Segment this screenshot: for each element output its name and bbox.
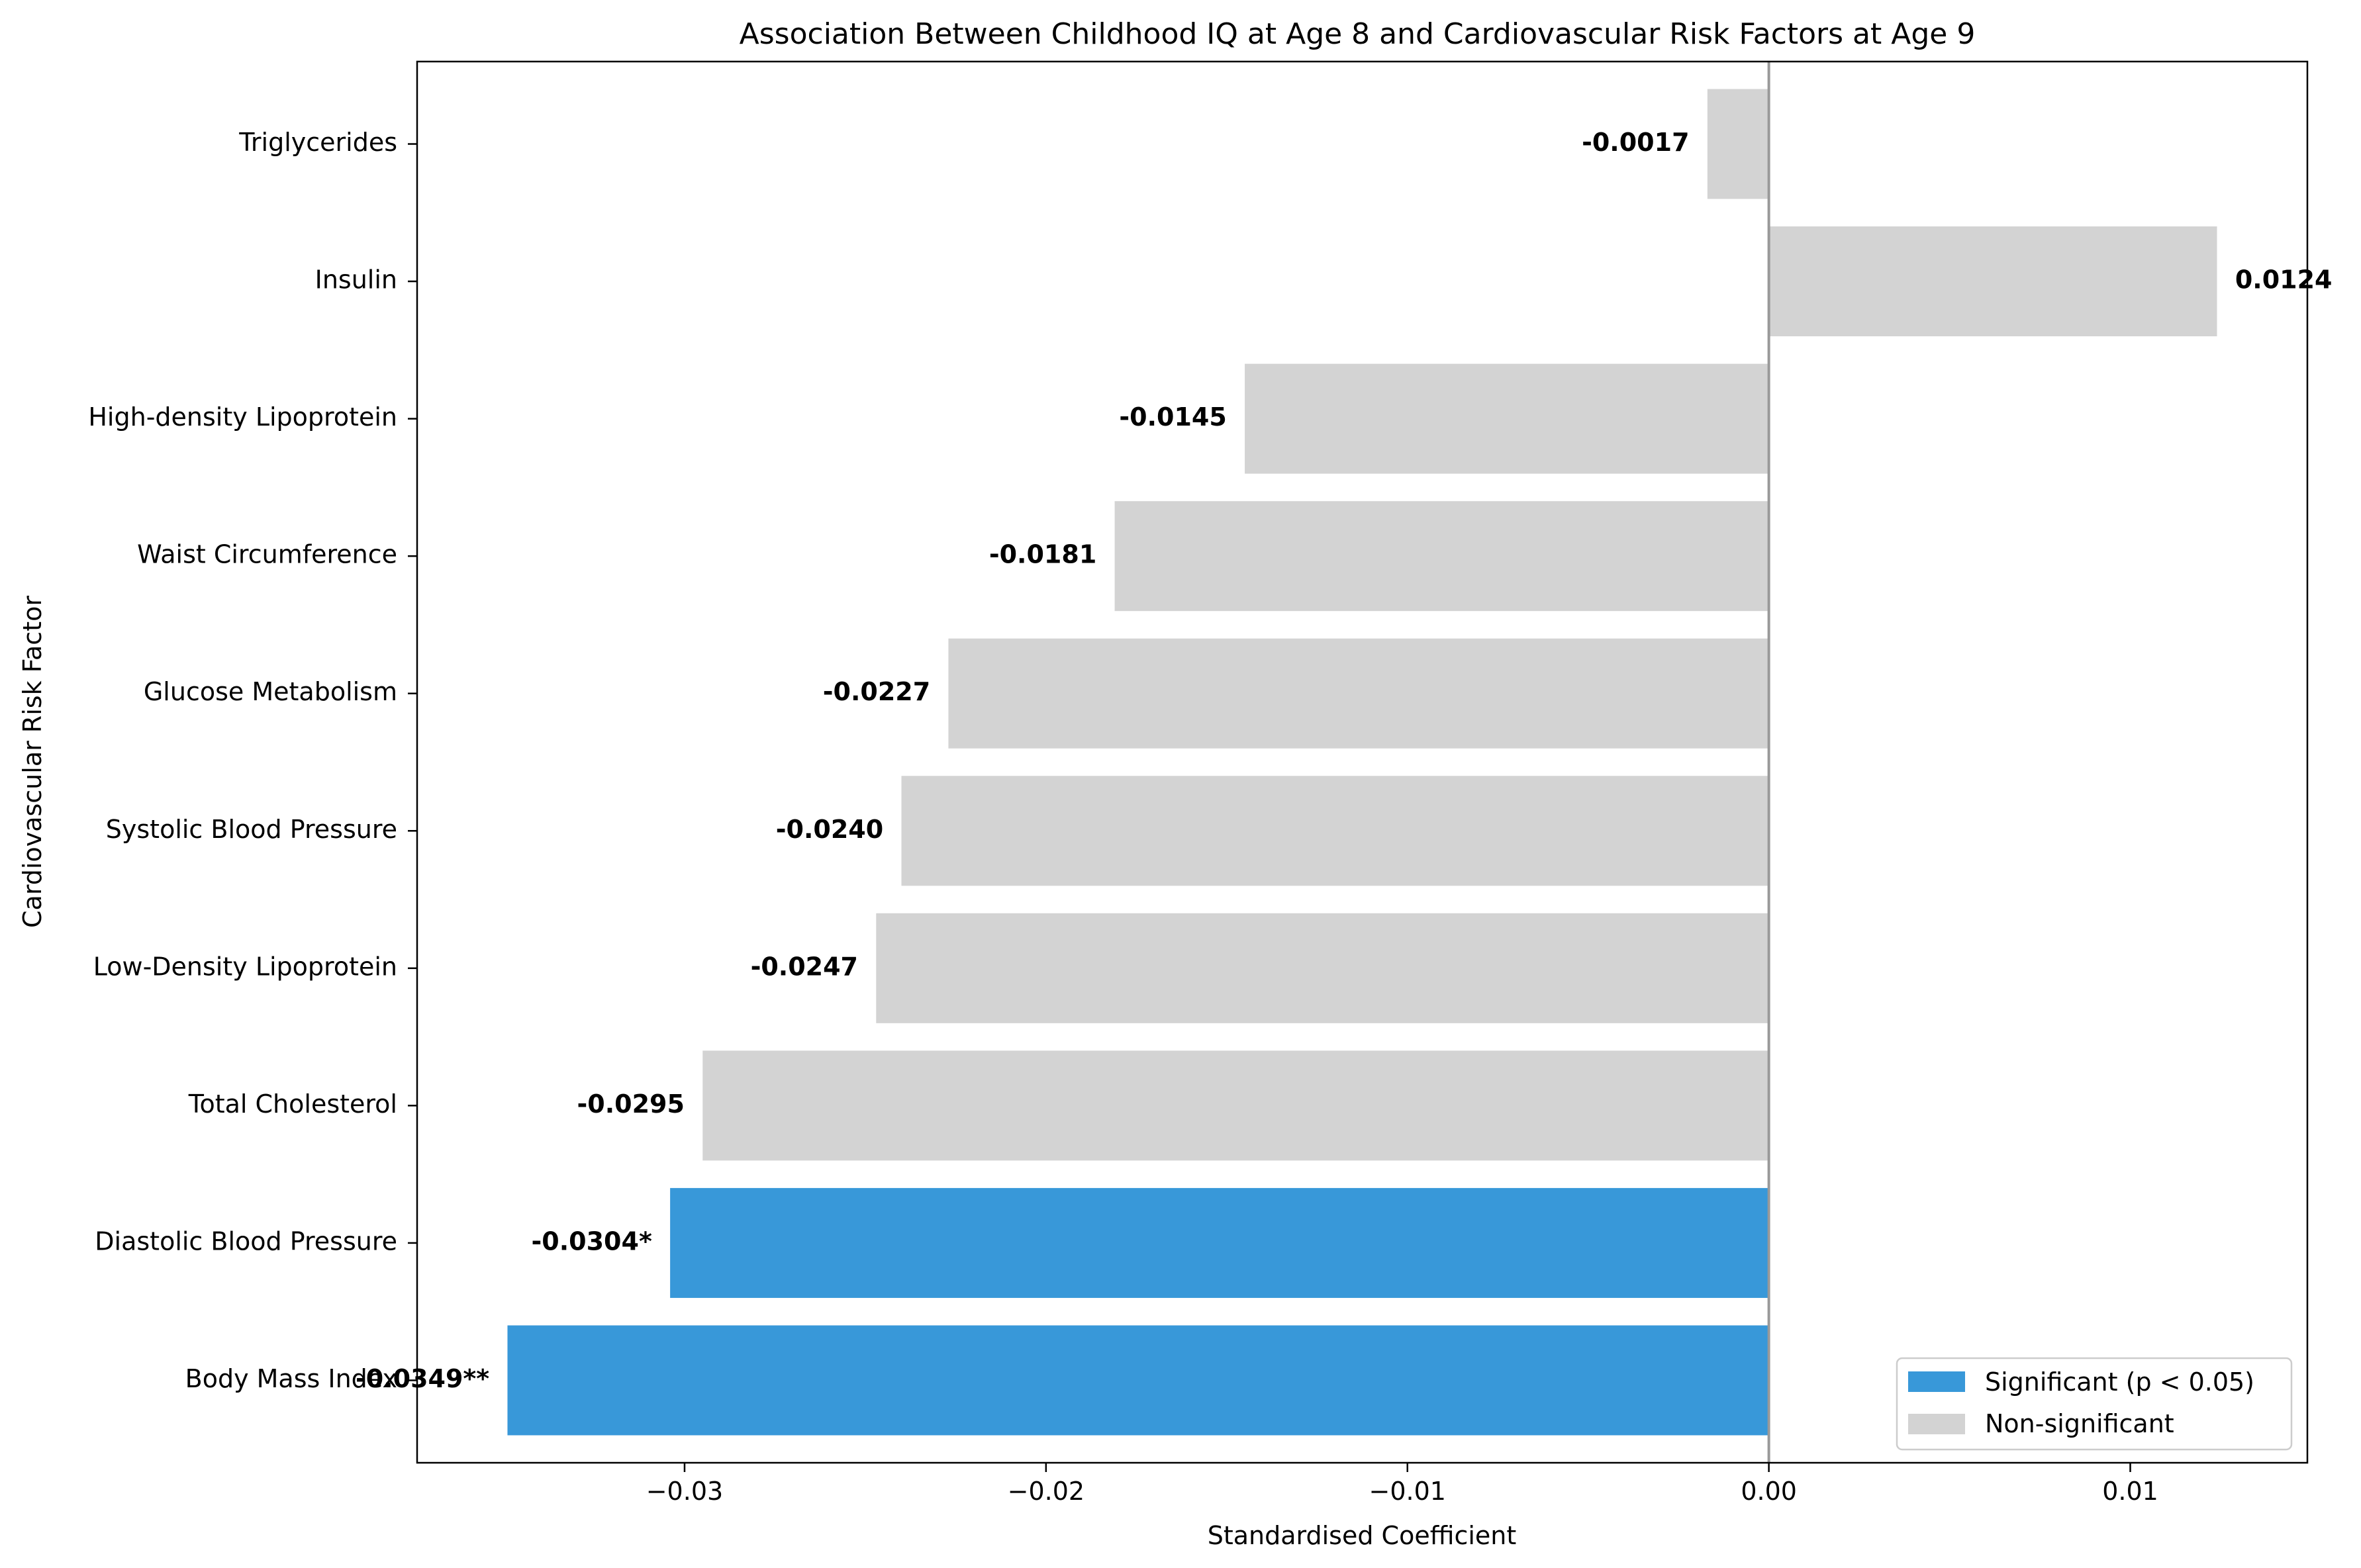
value-label: -0.0295	[577, 1089, 685, 1119]
bar	[948, 638, 1769, 749]
bar	[1707, 89, 1769, 199]
bar	[507, 1325, 1769, 1436]
y-axis: Triglycerides Insulin High-density Lipopro…	[88, 128, 417, 1393]
bar	[1114, 501, 1769, 612]
legend-box	[1896, 1357, 2293, 1451]
value-labels: -0.0017 0.0124 -0.0145 -0.0181 -0.0227 -0.024…	[356, 128, 2332, 1393]
x-tick-label: −0.01	[1369, 1477, 1446, 1506]
x-axis: −0.03 −0.02 −0.01 0.00 0.01	[646, 1463, 2158, 1506]
value-label: 0.0124	[2235, 265, 2333, 295]
bar	[876, 913, 1769, 1023]
y-tick-label: Systolic Blood Pressure	[106, 815, 397, 844]
y-tick-label: Total Cholesterol	[188, 1089, 397, 1119]
value-label: -0.0017	[1582, 128, 1689, 157]
value-label: -0.0181	[989, 540, 1096, 569]
bar	[901, 776, 1769, 886]
x-tick-label: −0.03	[646, 1477, 723, 1506]
y-tick-label: High-density Lipoprotein	[88, 402, 397, 432]
y-tick-label: Diastolic Blood Pressure	[95, 1226, 397, 1256]
value-label: -0.0227	[823, 677, 930, 706]
legend-swatch-nonsignificant	[1908, 1414, 1965, 1434]
value-label: -0.0247	[751, 952, 858, 981]
y-tick-label: Glucose Metabolism	[144, 677, 397, 706]
chart-title: Association Between Childhood IQ at Age …	[740, 17, 1976, 51]
legend-label-nonsignificant: Non-significant	[1985, 1409, 2174, 1438]
x-tick-label: −0.02	[1008, 1477, 1084, 1506]
bar	[670, 1187, 1769, 1298]
legend-label-significant: Significant (p < 0.05)	[1985, 1367, 2254, 1397]
x-tick-label: 0.01	[2102, 1477, 2158, 1506]
bar	[1768, 226, 2217, 337]
value-label: -0.0240	[776, 815, 883, 844]
legend-swatch-significant	[1908, 1371, 1965, 1392]
value-label: -0.0349**	[356, 1364, 489, 1393]
value-label: -0.0304*	[532, 1226, 652, 1256]
y-tick-label: Body Mass Index	[185, 1364, 397, 1393]
legend: Significant (p < 0.05) Non-significant	[1896, 1357, 2293, 1451]
plot-frame	[416, 60, 2309, 1464]
y-axis-label: Cardiovascular Risk Factor	[18, 596, 47, 928]
bars-layer	[507, 89, 2217, 1436]
bar	[1245, 363, 1769, 474]
y-tick-label: Low-Density Lipoprotein	[93, 952, 397, 981]
y-tick-label: Insulin	[315, 265, 397, 295]
bar	[702, 1050, 1769, 1161]
y-tick-label: Triglycerides	[238, 128, 397, 157]
x-tick-label: 0.00	[1741, 1477, 1797, 1506]
x-axis-label: Standardised Coefficient	[1208, 1521, 1517, 1550]
value-label: -0.0145	[1119, 402, 1226, 432]
y-tick-label: Waist Circumference	[137, 540, 397, 569]
